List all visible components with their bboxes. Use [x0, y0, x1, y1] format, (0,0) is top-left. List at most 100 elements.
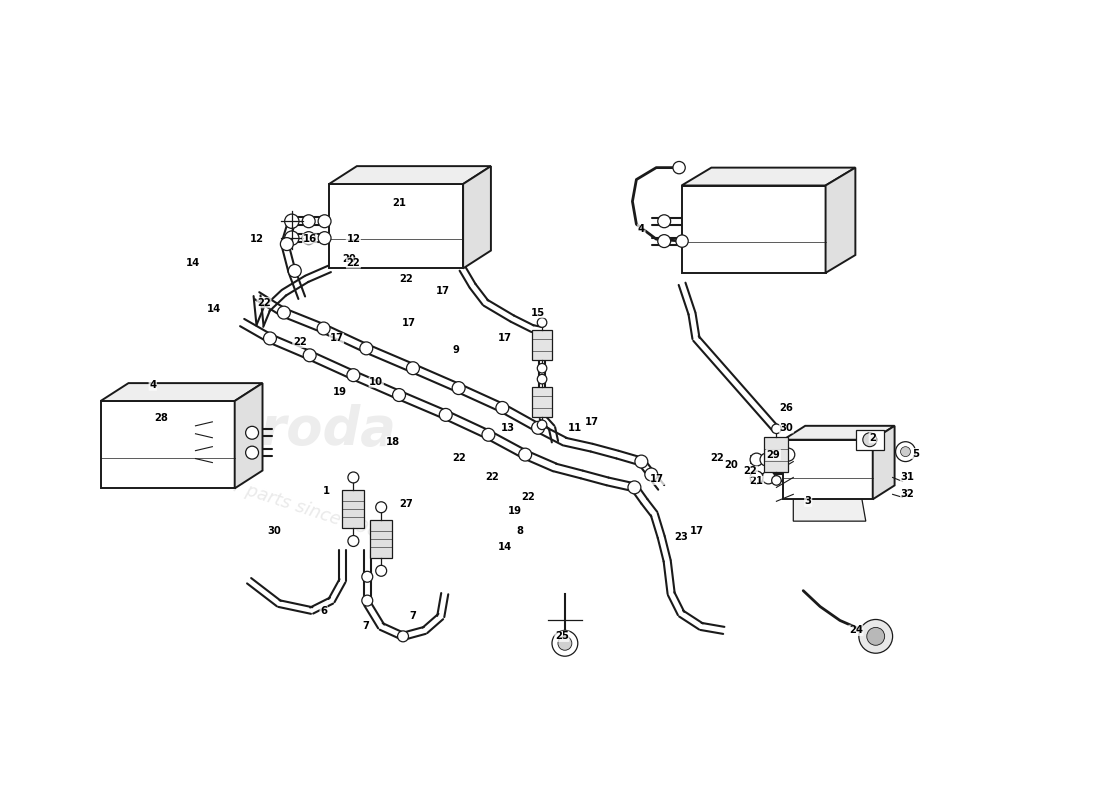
Text: 12: 12: [346, 234, 361, 244]
Text: 30: 30: [780, 423, 793, 433]
Text: 22: 22: [744, 466, 758, 477]
Polygon shape: [100, 401, 234, 488]
Text: 4: 4: [150, 380, 156, 390]
Circle shape: [280, 238, 294, 250]
Text: 4: 4: [638, 224, 645, 234]
Circle shape: [362, 571, 373, 582]
Text: 17: 17: [436, 286, 450, 296]
Polygon shape: [234, 383, 263, 488]
Text: 19: 19: [508, 506, 522, 516]
Polygon shape: [682, 168, 856, 186]
Circle shape: [762, 471, 774, 484]
Circle shape: [362, 595, 373, 606]
Text: 20: 20: [342, 254, 356, 264]
Circle shape: [658, 234, 671, 247]
Circle shape: [645, 468, 658, 481]
Bar: [371, 520, 392, 558]
Circle shape: [245, 446, 258, 459]
Text: 12: 12: [250, 234, 264, 244]
Circle shape: [318, 232, 331, 245]
Circle shape: [360, 342, 373, 355]
Text: 7: 7: [363, 622, 370, 631]
Text: 7: 7: [409, 611, 417, 622]
Text: 5: 5: [912, 449, 918, 458]
Circle shape: [496, 402, 509, 414]
Text: 17: 17: [585, 417, 598, 427]
Polygon shape: [100, 383, 263, 401]
Circle shape: [628, 481, 641, 494]
Circle shape: [348, 472, 359, 483]
Text: 29: 29: [767, 450, 780, 460]
Text: 22: 22: [257, 298, 271, 308]
Polygon shape: [793, 440, 866, 521]
Text: 21: 21: [749, 477, 763, 486]
Circle shape: [558, 636, 572, 650]
Circle shape: [895, 442, 915, 462]
Circle shape: [285, 231, 299, 246]
Text: 2: 2: [869, 433, 877, 442]
Text: 17: 17: [498, 334, 513, 343]
Text: a passion for parts since 1985: a passion for parts since 1985: [128, 444, 392, 545]
Polygon shape: [783, 426, 894, 440]
Circle shape: [346, 369, 360, 382]
Text: 26: 26: [780, 403, 793, 413]
Circle shape: [867, 627, 884, 646]
Text: 22: 22: [293, 338, 307, 347]
Circle shape: [519, 448, 531, 461]
Circle shape: [245, 426, 258, 439]
Circle shape: [407, 362, 419, 374]
Polygon shape: [872, 426, 894, 499]
Text: 22: 22: [346, 258, 361, 268]
Text: 19: 19: [332, 387, 346, 397]
Text: 22: 22: [710, 453, 724, 462]
Bar: [532, 387, 552, 417]
Text: 32: 32: [901, 490, 914, 499]
Text: 28: 28: [154, 413, 167, 423]
Text: 22: 22: [399, 274, 412, 284]
Circle shape: [762, 453, 774, 466]
Text: 17: 17: [402, 318, 416, 327]
Text: 10: 10: [370, 377, 383, 387]
Polygon shape: [329, 166, 491, 184]
Circle shape: [393, 389, 406, 402]
Circle shape: [760, 453, 773, 466]
Text: 22: 22: [485, 473, 499, 482]
Text: 3: 3: [805, 496, 812, 506]
Circle shape: [782, 448, 795, 461]
Polygon shape: [212, 407, 249, 473]
Text: 17: 17: [330, 334, 343, 343]
Circle shape: [482, 428, 495, 442]
Circle shape: [552, 630, 578, 656]
Text: euroda: euroda: [187, 404, 396, 456]
Circle shape: [452, 382, 465, 394]
Circle shape: [675, 235, 689, 247]
Circle shape: [537, 318, 547, 327]
Polygon shape: [463, 166, 491, 269]
Circle shape: [901, 446, 911, 457]
Polygon shape: [783, 440, 872, 499]
Text: 1: 1: [323, 486, 330, 496]
Circle shape: [318, 214, 331, 228]
Circle shape: [376, 502, 386, 513]
Text: 17: 17: [650, 474, 664, 485]
Text: 11: 11: [568, 423, 582, 433]
Text: 27: 27: [399, 499, 412, 510]
Text: 31: 31: [901, 473, 914, 482]
Circle shape: [673, 162, 685, 174]
Text: 21: 21: [392, 198, 406, 208]
Text: 18: 18: [386, 437, 400, 446]
Bar: [856, 430, 883, 450]
Circle shape: [302, 214, 315, 228]
Circle shape: [537, 363, 547, 373]
Text: 24: 24: [849, 626, 862, 635]
Bar: [342, 490, 364, 528]
Circle shape: [304, 349, 316, 362]
Circle shape: [772, 476, 781, 486]
Text: 22: 22: [452, 453, 465, 462]
Circle shape: [537, 374, 547, 384]
Circle shape: [285, 214, 299, 229]
Circle shape: [635, 455, 648, 468]
Text: 9: 9: [452, 346, 459, 355]
Circle shape: [772, 424, 781, 434]
Circle shape: [277, 306, 290, 319]
